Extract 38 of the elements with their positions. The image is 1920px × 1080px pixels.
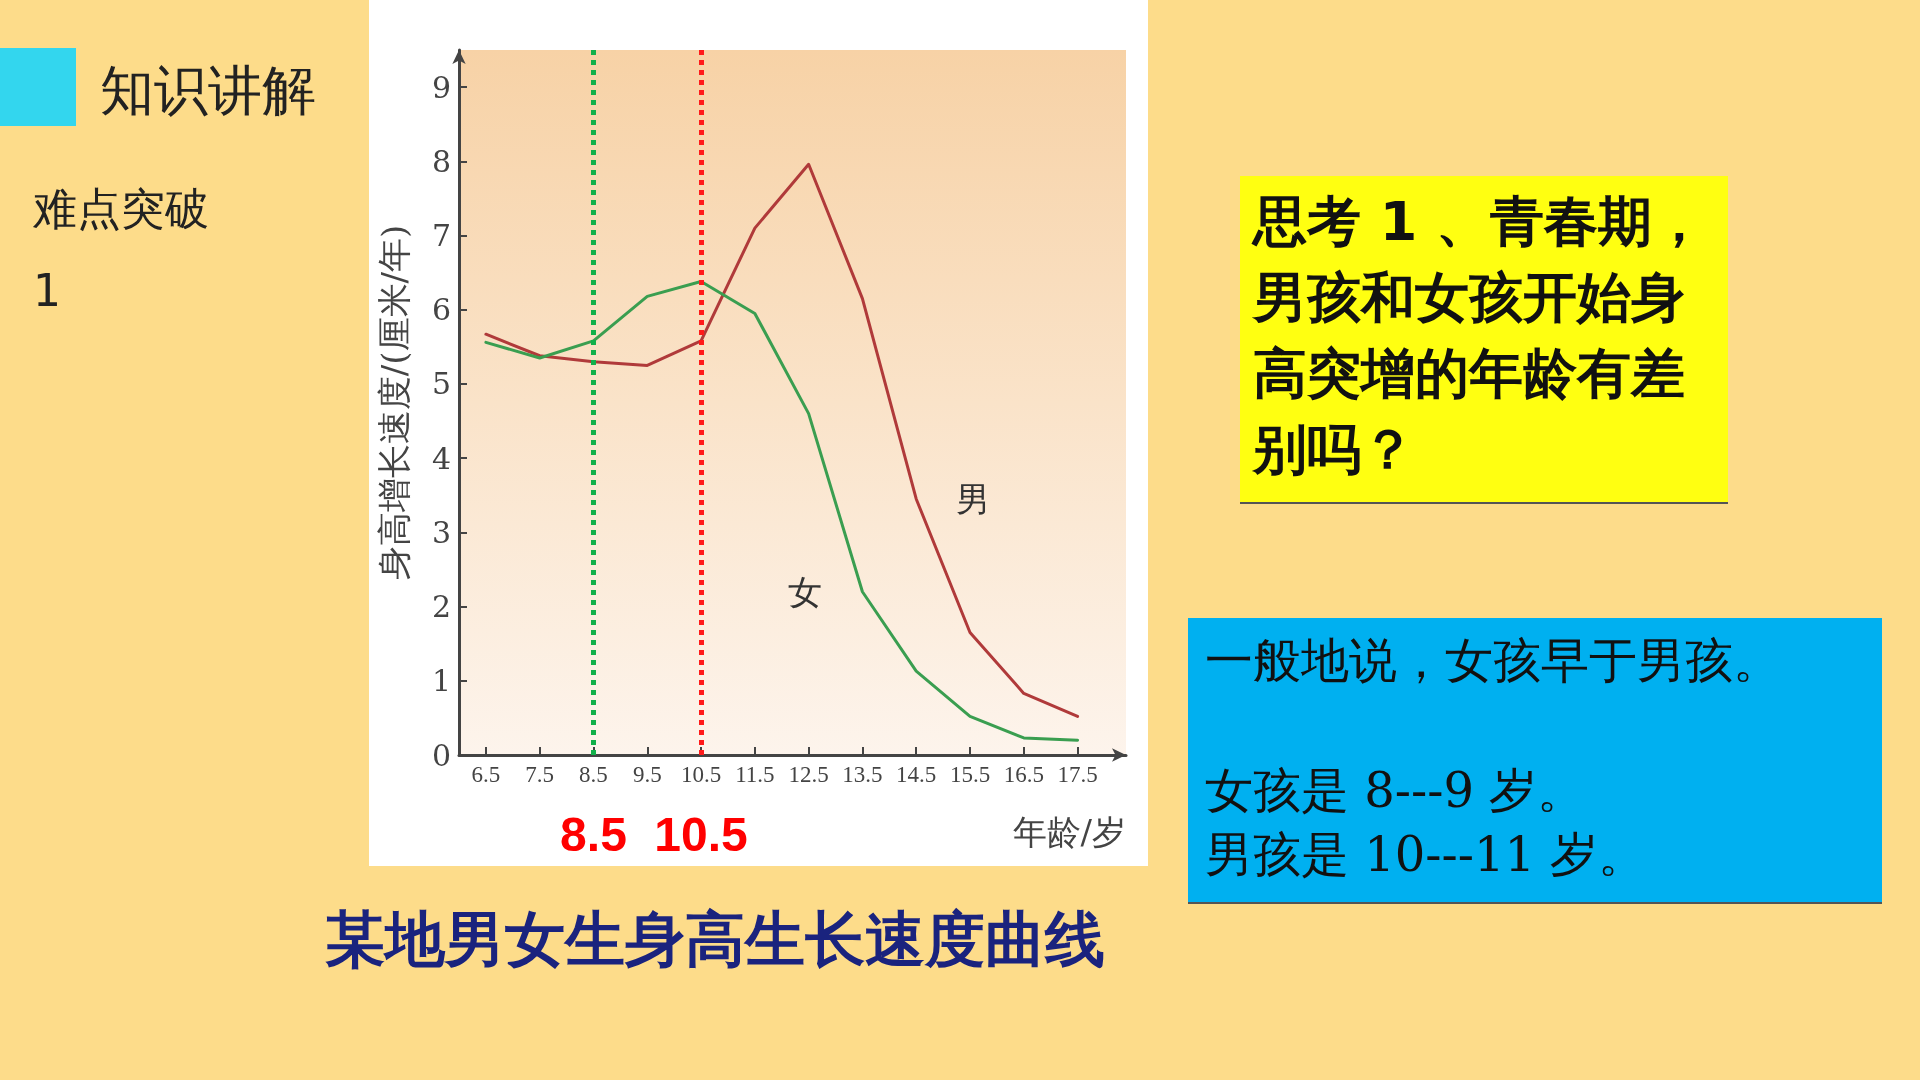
text: 1 — [33, 265, 61, 316]
ref-line-label: 8.5 — [560, 807, 627, 861]
y-tick-label: 9 — [431, 69, 451, 105]
text: 难点突破 — [33, 182, 209, 236]
text: 男孩是 10---11 岁。 — [1205, 825, 1647, 884]
x-tick-label: 7.5 — [525, 762, 555, 787]
y-axis-title: 身高增长速度/(厘米/年) — [374, 224, 414, 581]
text: 一般地说，女孩早于男孩。 — [1205, 631, 1781, 690]
x-tick-label: 17.5 — [1057, 762, 1098, 787]
y-tick-label: 7 — [431, 218, 451, 254]
y-tick-label: 6 — [431, 292, 451, 328]
y-tick-label: 1 — [431, 663, 451, 699]
y-tick-label: 8 — [431, 143, 451, 179]
y-tick-label: 4 — [431, 440, 451, 476]
x-tick-label: 10.5 — [680, 762, 722, 787]
line-series — [484, 162, 1080, 718]
text: 思考 1 、青春期，男孩和女孩开始身高突增的年龄有差别吗？ — [1240, 176, 1728, 504]
x-axis-title: 年龄/岁 — [1012, 812, 1126, 852]
text: 女孩是 8---9 岁。 — [1205, 761, 1586, 820]
x-tick-label: 6.5 — [471, 762, 501, 787]
x-tick-label: 8.5 — [579, 762, 608, 787]
x-tick-label: 16.5 — [1003, 762, 1044, 787]
series-label: 女 — [788, 571, 823, 612]
x-tick-label: 14.5 — [896, 762, 937, 787]
x-tick-label: 12.5 — [788, 762, 829, 787]
y-tick-label: 0 — [431, 737, 451, 773]
x-tick-label: 11.5 — [735, 762, 775, 787]
x-tick-label: 13.5 — [842, 762, 883, 787]
y-tick-label: 2 — [431, 589, 451, 625]
series-label: 男 — [956, 478, 991, 519]
y-tick-label: 5 — [431, 366, 451, 402]
x-tick-label: 9.5 — [632, 762, 662, 787]
y-tick-label: 3 — [431, 514, 451, 550]
text: 某地男女生身高生长速度曲线 — [324, 903, 1106, 976]
line-series — [484, 280, 1080, 742]
text: 知识讲解 — [100, 58, 316, 124]
ref-line-label: 10.5 — [654, 807, 748, 861]
x-tick-label: 15.5 — [949, 762, 991, 787]
